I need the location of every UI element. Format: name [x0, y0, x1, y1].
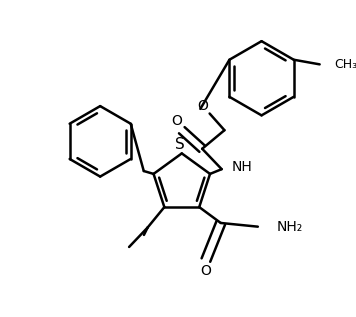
Text: NH₂: NH₂	[276, 220, 303, 234]
Text: NH: NH	[232, 160, 253, 174]
Text: S: S	[175, 137, 185, 152]
Text: CH₃: CH₃	[335, 58, 356, 71]
Text: O: O	[200, 264, 211, 278]
Text: O: O	[171, 114, 182, 128]
Text: O: O	[197, 99, 208, 113]
